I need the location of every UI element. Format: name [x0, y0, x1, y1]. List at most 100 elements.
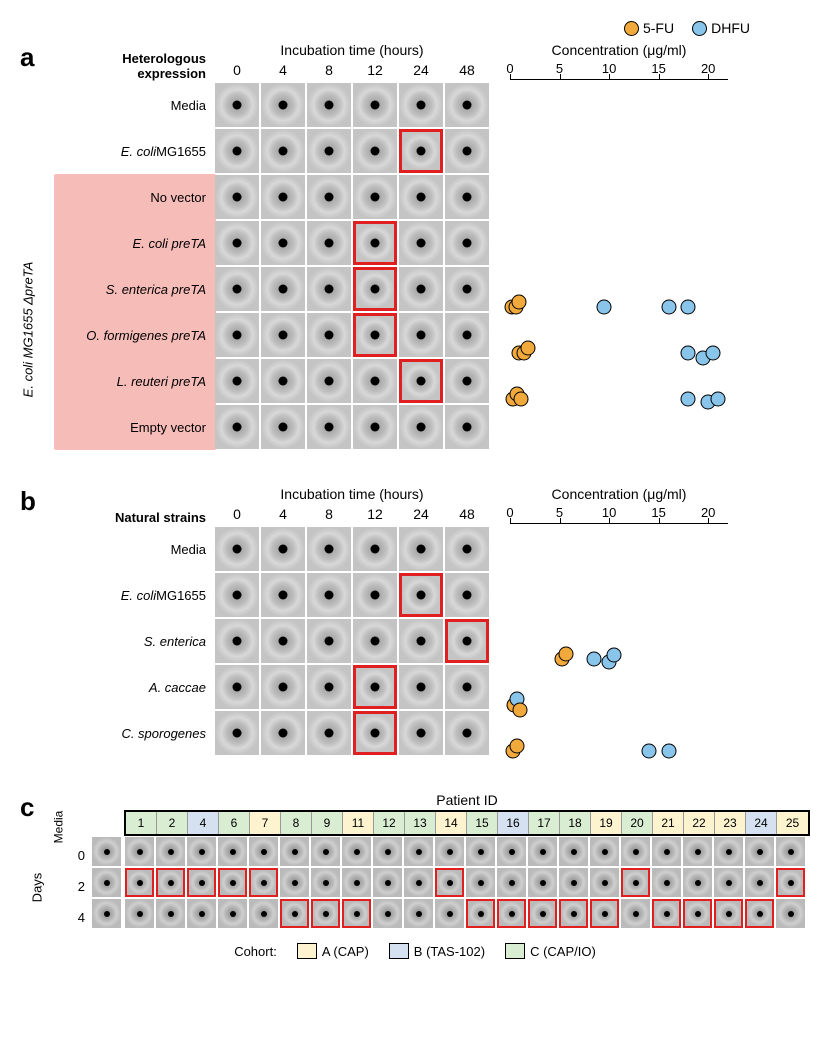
- patient-disc: [342, 868, 371, 897]
- disc-assay: [215, 267, 259, 311]
- time-header-cell: 0: [214, 506, 260, 526]
- disc-assay: [445, 359, 489, 403]
- patient-disc: [590, 899, 619, 928]
- scatter-row: [510, 284, 728, 330]
- data-point-dhfu: [661, 744, 676, 759]
- disc-assay: [353, 359, 397, 403]
- patient-id-cell: 19: [591, 812, 622, 834]
- patient-id-cell: 17: [529, 812, 560, 834]
- legend-label-dhfu: DHFU: [711, 20, 750, 36]
- time-header-cell: 12: [352, 506, 398, 526]
- patient-disc: [497, 837, 526, 866]
- patient-disc: [714, 868, 743, 897]
- panel-b-grid-body: [214, 526, 490, 756]
- panel-a-row-labels: Heterologous expression MediaE. coli MG1…: [64, 42, 214, 450]
- patient-disc: [590, 837, 619, 866]
- disc-assay: [215, 405, 259, 449]
- disc-assay: [261, 405, 305, 449]
- disc-assay: [307, 405, 351, 449]
- disc-assay: [399, 711, 443, 755]
- time-header-cell: 12: [352, 62, 398, 82]
- patient-disc: [404, 837, 433, 866]
- disc-assay: [353, 83, 397, 127]
- patient-disc: [156, 837, 185, 866]
- disc-assay: [215, 573, 259, 617]
- data-point-dhfu: [597, 300, 612, 315]
- disc-assay: [399, 405, 443, 449]
- disc-assay: [445, 711, 489, 755]
- compound-legend: 5-FU DHFU: [20, 20, 750, 36]
- data-point-dhfu: [607, 648, 622, 663]
- patient-id-cell: 11: [343, 812, 374, 834]
- panel-b-conc-title: Concentration (μg/ml): [504, 486, 734, 502]
- patient-disc: [218, 899, 247, 928]
- disc-assay: [215, 619, 259, 663]
- panel-c: c Days Media 024 Patient ID 124678911121…: [20, 792, 810, 959]
- patient-id-cell: 1: [126, 812, 157, 834]
- disc-assay: [307, 359, 351, 403]
- disc-assay: [445, 405, 489, 449]
- patient-disc: [683, 868, 712, 897]
- patient-disc: [559, 837, 588, 866]
- panel-b-conc-ticklabels: 05101520: [510, 505, 728, 523]
- disc-assay: [399, 573, 443, 617]
- disc-assay: [399, 83, 443, 127]
- disc-assay: [399, 619, 443, 663]
- patient-disc: [466, 899, 495, 928]
- scatter-row: [510, 728, 728, 774]
- patient-disc: [776, 837, 805, 866]
- patient-disc: [187, 899, 216, 928]
- row-label: C. sporogenes: [64, 710, 214, 756]
- patient-disc: [652, 837, 681, 866]
- patient-disc: [590, 868, 619, 897]
- disc-assay: [445, 129, 489, 173]
- disc-assay: [353, 129, 397, 173]
- patient-id-cell: 14: [436, 812, 467, 834]
- patient-disc: [249, 837, 278, 866]
- patient-disc: [280, 868, 309, 897]
- row-label: A. caccae: [64, 664, 214, 710]
- disc-assay: [353, 573, 397, 617]
- scatter-row: [510, 376, 728, 422]
- disc-assay: [261, 619, 305, 663]
- panel-a-grid: Incubation time (hours) 048122448: [214, 42, 490, 450]
- scatter-row: [510, 636, 728, 682]
- patient-disc: [249, 868, 278, 897]
- patient-id-cell: 7: [250, 812, 281, 834]
- disc-assay: [445, 175, 489, 219]
- patient-id-cell: 2: [157, 812, 188, 834]
- patient-disc: [652, 868, 681, 897]
- day-label: 0: [74, 840, 91, 871]
- patient-id-cell: 18: [560, 812, 591, 834]
- patient-disc: [156, 899, 185, 928]
- disc-assay: [215, 711, 259, 755]
- disc-assay: [445, 619, 489, 663]
- disc-assay: [307, 711, 351, 755]
- patient-id-cell: 22: [684, 812, 715, 834]
- panel-c-body: [91, 836, 810, 929]
- disc-assay: [353, 313, 397, 357]
- disc-assay: [261, 711, 305, 755]
- disc-assay: [261, 665, 305, 709]
- disc-assay: [445, 221, 489, 265]
- patient-disc: [435, 899, 464, 928]
- disc-assay: [307, 221, 351, 265]
- data-point-dhfu: [681, 392, 696, 407]
- panel-b-heading: Natural strains: [64, 486, 214, 526]
- cohort-legend-item: B (TAS-102): [389, 943, 485, 959]
- panel-b-scatter: [510, 544, 728, 774]
- data-point-fivefu: [509, 739, 524, 754]
- patient-disc: [125, 837, 154, 866]
- panel-a-scatter: [510, 100, 728, 468]
- patient-id-cell: 25: [777, 812, 808, 834]
- patient-id-cell: 12: [374, 812, 405, 834]
- time-header-cell: 24: [398, 62, 444, 82]
- scatter-row: [510, 146, 728, 192]
- disc-assay: [353, 665, 397, 709]
- scatter-row: [510, 100, 728, 146]
- data-point-dhfu: [681, 346, 696, 361]
- patient-disc: [745, 837, 774, 866]
- time-header-cell: 48: [444, 506, 490, 526]
- media-disc: [92, 899, 121, 928]
- patient-disc: [280, 837, 309, 866]
